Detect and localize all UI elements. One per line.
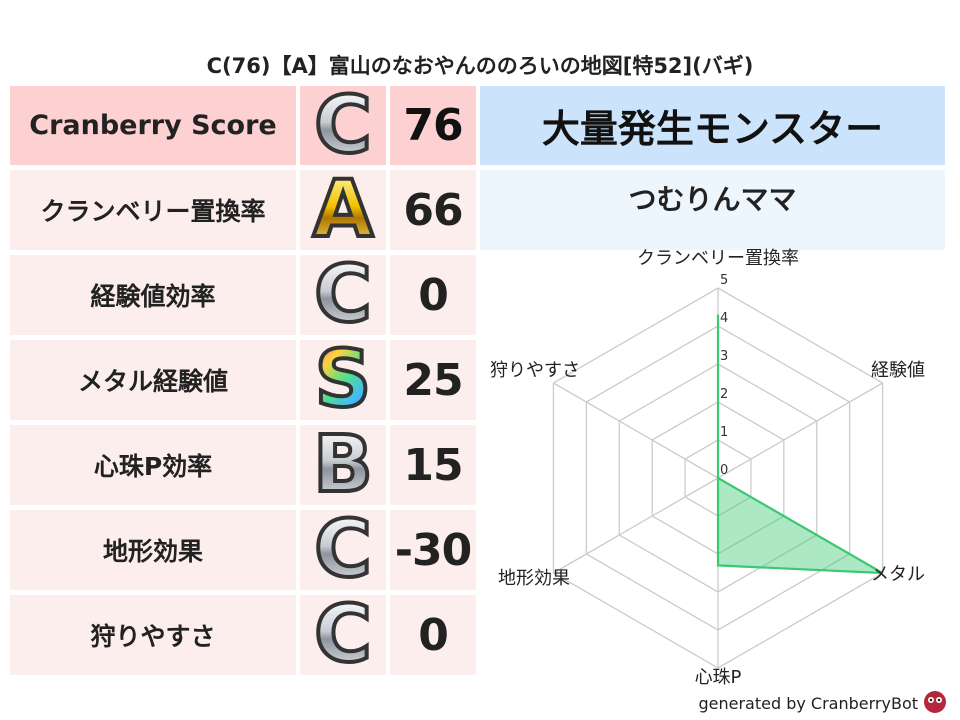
metric-value: 0 [390,255,476,335]
metric-grade: C [300,590,386,680]
grade-badge: C [312,590,373,680]
tick-label: 0 [720,463,728,478]
metric-grade: S [300,335,386,425]
footer-credit: generated by CranberryBot [698,694,918,713]
grade-badge: C [312,505,373,595]
grade-badge: B [311,420,374,510]
axis-label: 経験値 [871,360,925,381]
grid-spoke [553,477,719,574]
footer-text: generated by CranberryBot [698,694,918,713]
axis-label: 心珠P [695,667,742,688]
tick-label: 4 [720,311,728,326]
score-value: 76 [390,86,476,165]
grid-spoke [553,382,719,479]
page-title: C(76)【A】富山のなおやんののろいの地図[特52](バギ) [206,54,754,78]
metric-grade: C [300,505,386,595]
grade-badge: A [311,165,375,255]
metric-value: 66 [390,170,476,250]
metric-grade: B [300,420,386,510]
metric-label: クランベリー置換率 [10,170,296,250]
score-grade: C [300,80,386,171]
monster-heading: 大量発生モンスター [480,86,945,165]
metric-value: 25 [390,340,476,420]
score-label: Cranberry Score [10,86,296,165]
tick-label: 3 [720,349,728,364]
metric-label: 経験値効率 [10,255,296,335]
monster-name: つむりんママ [480,170,945,250]
tick-label: 2 [720,387,728,402]
data-polygon [716,314,884,575]
metric-label: メタル経験値 [10,340,296,420]
tick-label: 1 [720,425,728,440]
metric-value: -30 [390,510,476,590]
grade-badge: C [312,80,373,171]
metric-label: 心珠P効率 [10,425,296,505]
axis-label: 地形効果 [498,568,570,589]
axis-label: クランベリー置換率 [637,248,799,269]
grade-badge: C [312,250,373,340]
grid-spoke [717,382,883,479]
metric-label: 狩りやすさ [10,595,296,675]
metric-grade: A [300,165,386,255]
tick-label: 5 [720,273,728,288]
metric-value: 15 [390,425,476,505]
metric-label: 地形効果 [10,510,296,590]
metric-value: 0 [390,595,476,675]
metric-grade: C [300,250,386,340]
axis-label: メタル [871,564,925,585]
cranberry-bot-logo [924,691,946,713]
grade-badge: S [313,335,373,425]
axis-label: 狩りやすさ [490,360,580,381]
